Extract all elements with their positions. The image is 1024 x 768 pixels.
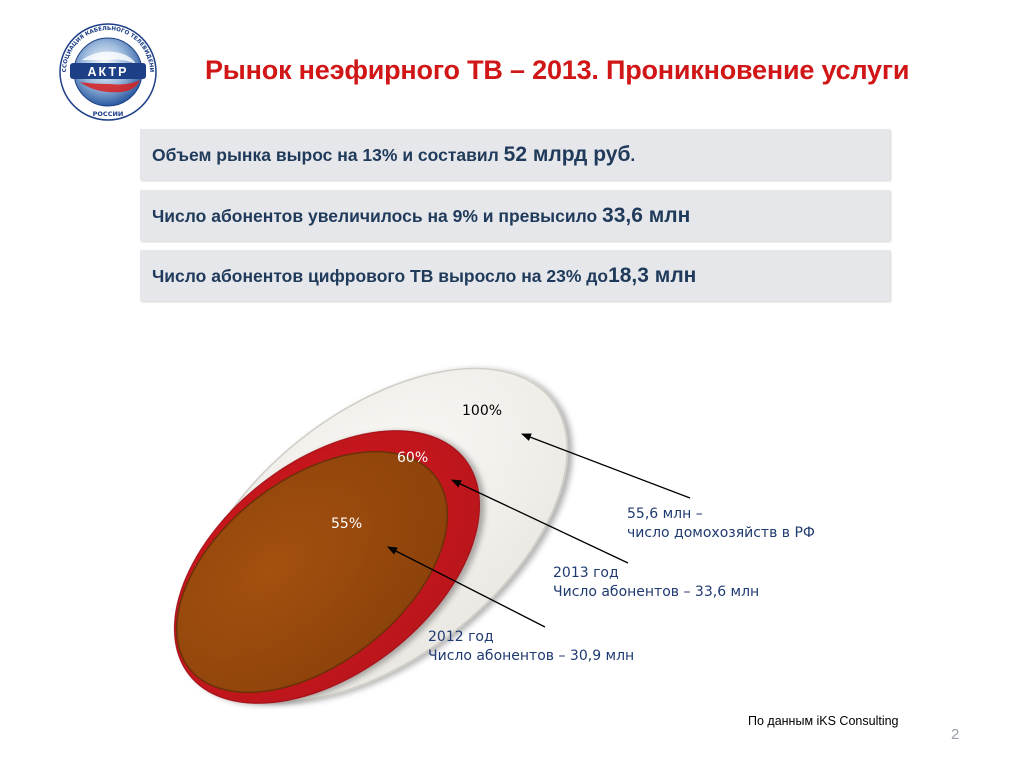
note-2013: 2013 год Число абонентов – 33,6 млн [553, 565, 760, 600]
ellipse-2012-subscribers [175, 450, 449, 694]
fact-text: Объем рынка вырос на 13% и составил 52 м… [152, 142, 636, 166]
fact-text: Число абонентов цифрового ТВ выросло на … [152, 263, 697, 287]
label-60-percent: 60% [397, 450, 429, 466]
arrow-2013 [451, 479, 629, 564]
label-55-percent: 55% [331, 516, 363, 532]
arrow-households [521, 433, 691, 499]
fact-box-subscribers: Число абонентов увеличилось на 9% и прев… [140, 190, 890, 241]
logo-bottom-text: РОССИИ [93, 110, 124, 118]
source-note: По данным iKS Consulting [748, 714, 899, 728]
fact-highlight: 18,3 млн [608, 263, 697, 287]
page-title: Рынок неэфирного ТВ – 2013. Проникновени… [205, 55, 910, 85]
fact-text: Число абонентов увеличилось на 9% и прев… [152, 203, 691, 227]
logo-acronym: АКТР [88, 65, 129, 79]
note-households: 55,6 млн – число домохозяйств в РФ [627, 506, 815, 541]
page-number: 2 [951, 726, 960, 743]
arrow-2012 [387, 546, 546, 628]
fact-box-market-volume: Объем рынка вырос на 13% и составил 52 м… [140, 129, 890, 180]
label-100-percent: 100% [462, 403, 503, 419]
note-2012: 2012 год Число абонентов – 30,9 млн [428, 629, 635, 664]
fact-box-digital-subscribers: Число абонентов цифрового ТВ выросло на … [140, 250, 890, 301]
aktr-logo: АКТР АССОЦИАЦИЯ КАБЕЛЬНОГО ТЕЛЕВИДЕНИЯ Р… [52, 20, 157, 121]
fact-highlight: 52 млрд руб [503, 142, 631, 166]
fact-highlight: 33,6 млн [602, 203, 691, 227]
